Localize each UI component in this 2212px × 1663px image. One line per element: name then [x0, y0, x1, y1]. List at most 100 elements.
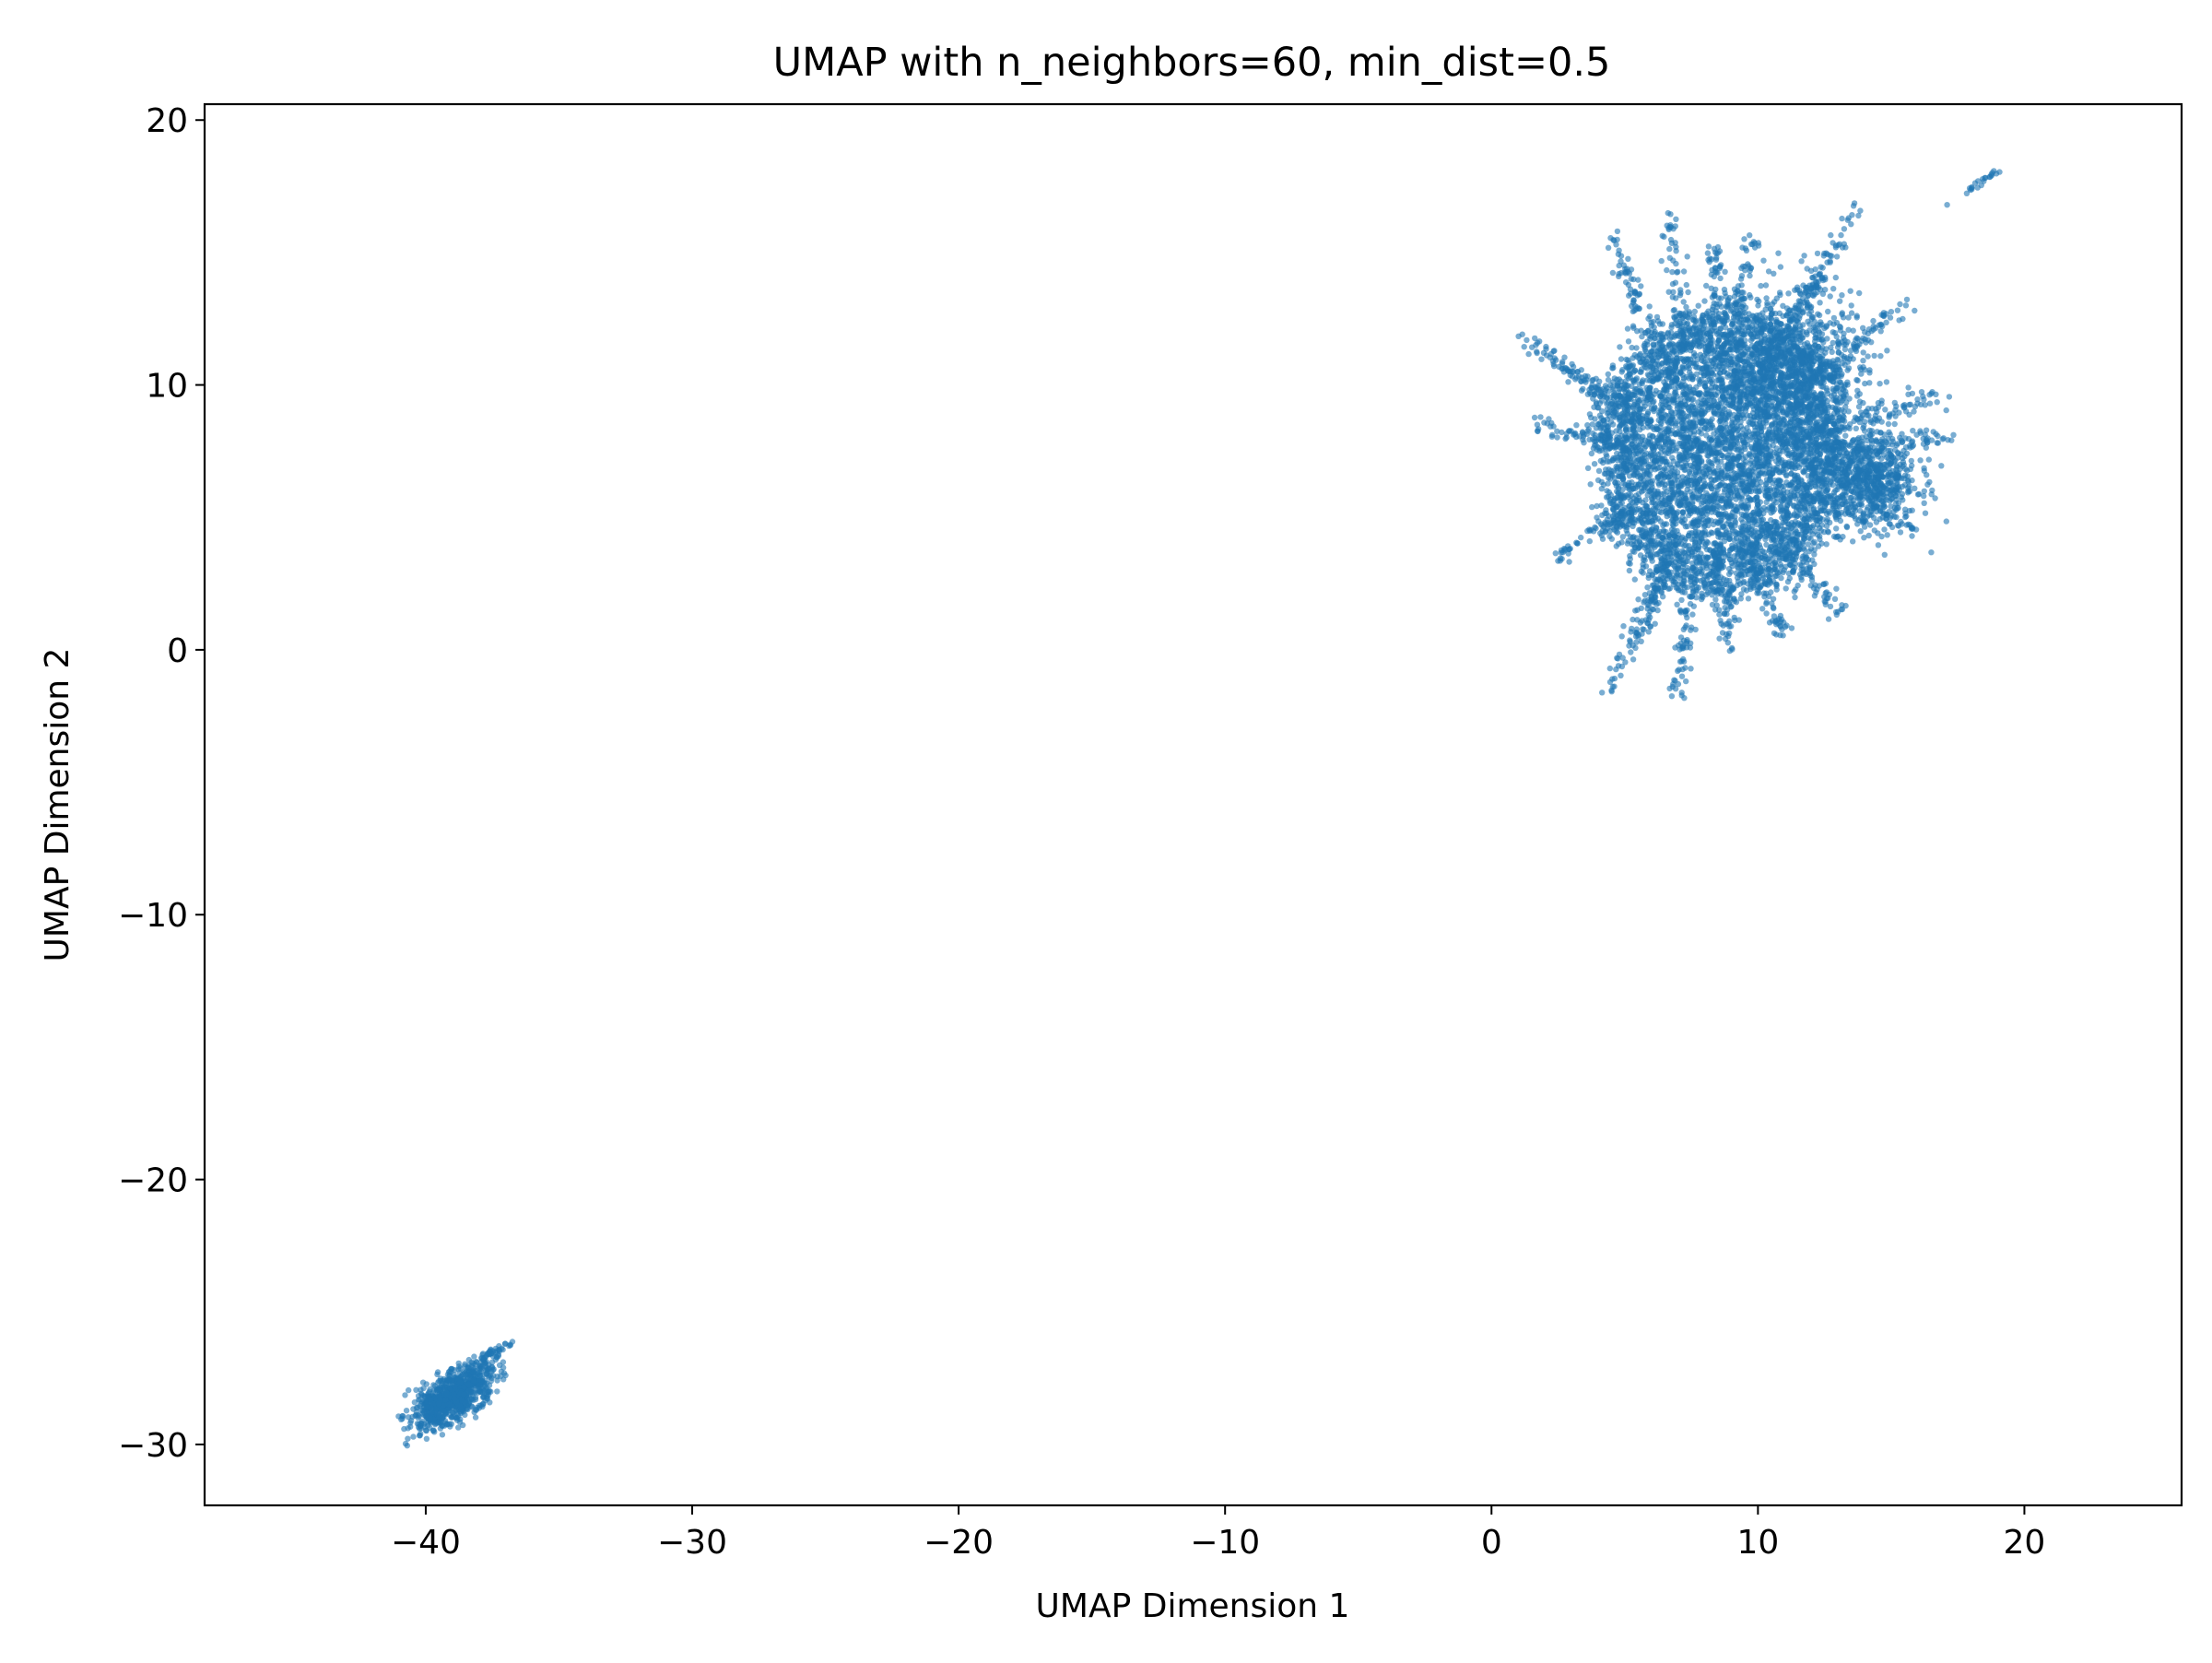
data-point — [1630, 472, 1637, 478]
data-point — [1674, 551, 1680, 558]
data-point — [1759, 516, 1767, 523]
data-point — [1708, 477, 1715, 483]
data-point — [1604, 458, 1611, 465]
data-point — [1643, 384, 1650, 391]
data-point — [1627, 362, 1634, 370]
data-point — [1681, 425, 1688, 431]
data-point — [1698, 550, 1704, 557]
data-point — [1791, 588, 1798, 595]
data-point — [1697, 442, 1704, 449]
data-point — [1632, 385, 1639, 393]
data-point — [1651, 372, 1657, 378]
data-point — [1693, 360, 1700, 368]
data-point — [1625, 338, 1632, 345]
data-point — [1619, 534, 1627, 540]
data-point — [1616, 485, 1622, 492]
data-point — [1700, 483, 1707, 489]
data-point — [1768, 552, 1774, 559]
data-point — [1643, 450, 1650, 456]
data-point — [1729, 433, 1735, 440]
data-point — [1788, 470, 1794, 477]
data-point — [1802, 552, 1808, 559]
data-point — [1632, 466, 1639, 473]
data-point — [1647, 538, 1653, 545]
data-point — [1738, 511, 1746, 518]
data-point — [1630, 485, 1637, 492]
data-point — [1708, 404, 1715, 411]
data-point — [1732, 522, 1738, 529]
data-point — [1697, 448, 1703, 454]
data-point — [1717, 433, 1724, 440]
data-point — [1625, 389, 1632, 395]
data-point — [1734, 428, 1741, 434]
data-point — [1672, 391, 1678, 398]
data-point — [1770, 437, 1776, 444]
data-point — [1669, 521, 1677, 528]
data-point — [1726, 571, 1733, 577]
data-point — [1605, 371, 1612, 378]
data-point — [1589, 421, 1596, 428]
data-point — [1630, 523, 1636, 529]
data-point — [1660, 522, 1666, 529]
data-point — [1668, 467, 1676, 475]
data-point — [1749, 462, 1757, 469]
data-point — [1591, 461, 1598, 467]
data-point — [1703, 391, 1710, 398]
data-point — [1594, 502, 1600, 510]
data-point — [1700, 524, 1708, 530]
data-point — [1604, 488, 1610, 494]
data-point — [1745, 526, 1751, 533]
data-point — [1766, 558, 1773, 565]
data-point — [1618, 467, 1625, 474]
data-point — [1783, 585, 1789, 592]
data-point — [1614, 450, 1620, 457]
data-point — [1708, 529, 1714, 536]
data-point — [1655, 508, 1663, 515]
data-point — [1707, 459, 1713, 466]
data-point — [1683, 383, 1690, 390]
data-point — [1640, 570, 1646, 576]
data-point — [1700, 499, 1707, 505]
data-point — [1643, 519, 1651, 525]
data-point — [1651, 488, 1658, 494]
data-point — [1711, 430, 1717, 437]
data-point — [1807, 536, 1814, 542]
data-point — [1697, 336, 1703, 342]
data-point — [1853, 425, 1860, 431]
data-point — [1722, 439, 1729, 445]
data-point — [1771, 497, 1777, 504]
data-point — [1722, 486, 1728, 493]
data-point — [1703, 369, 1710, 376]
data-point — [1632, 435, 1640, 442]
data-point — [1674, 500, 1681, 506]
data-point — [1702, 518, 1709, 525]
data-point — [1735, 572, 1743, 578]
data-point — [1784, 521, 1792, 527]
data-point — [1691, 308, 1699, 315]
data-point — [1695, 302, 1701, 309]
data-point — [1719, 393, 1726, 400]
data-point — [1662, 458, 1668, 466]
data-point — [1771, 478, 1778, 484]
data-point — [1708, 425, 1714, 431]
data-point — [1636, 515, 1642, 522]
data-point — [1653, 437, 1661, 444]
data-point — [1755, 512, 1762, 518]
data-point — [1766, 469, 1773, 476]
data-point — [1639, 381, 1645, 387]
data-point — [1667, 417, 1674, 424]
data-point — [1665, 435, 1672, 442]
data-point — [1637, 552, 1644, 559]
data-point — [1794, 520, 1802, 526]
data-point — [1723, 526, 1729, 534]
data-point — [1689, 316, 1697, 323]
data-point — [1639, 527, 1646, 534]
data-point — [1700, 318, 1706, 324]
data-point — [1586, 411, 1594, 418]
data-point — [1665, 360, 1671, 367]
data-point — [1740, 471, 1747, 478]
data-point — [1680, 464, 1687, 470]
data-point — [1714, 476, 1721, 482]
